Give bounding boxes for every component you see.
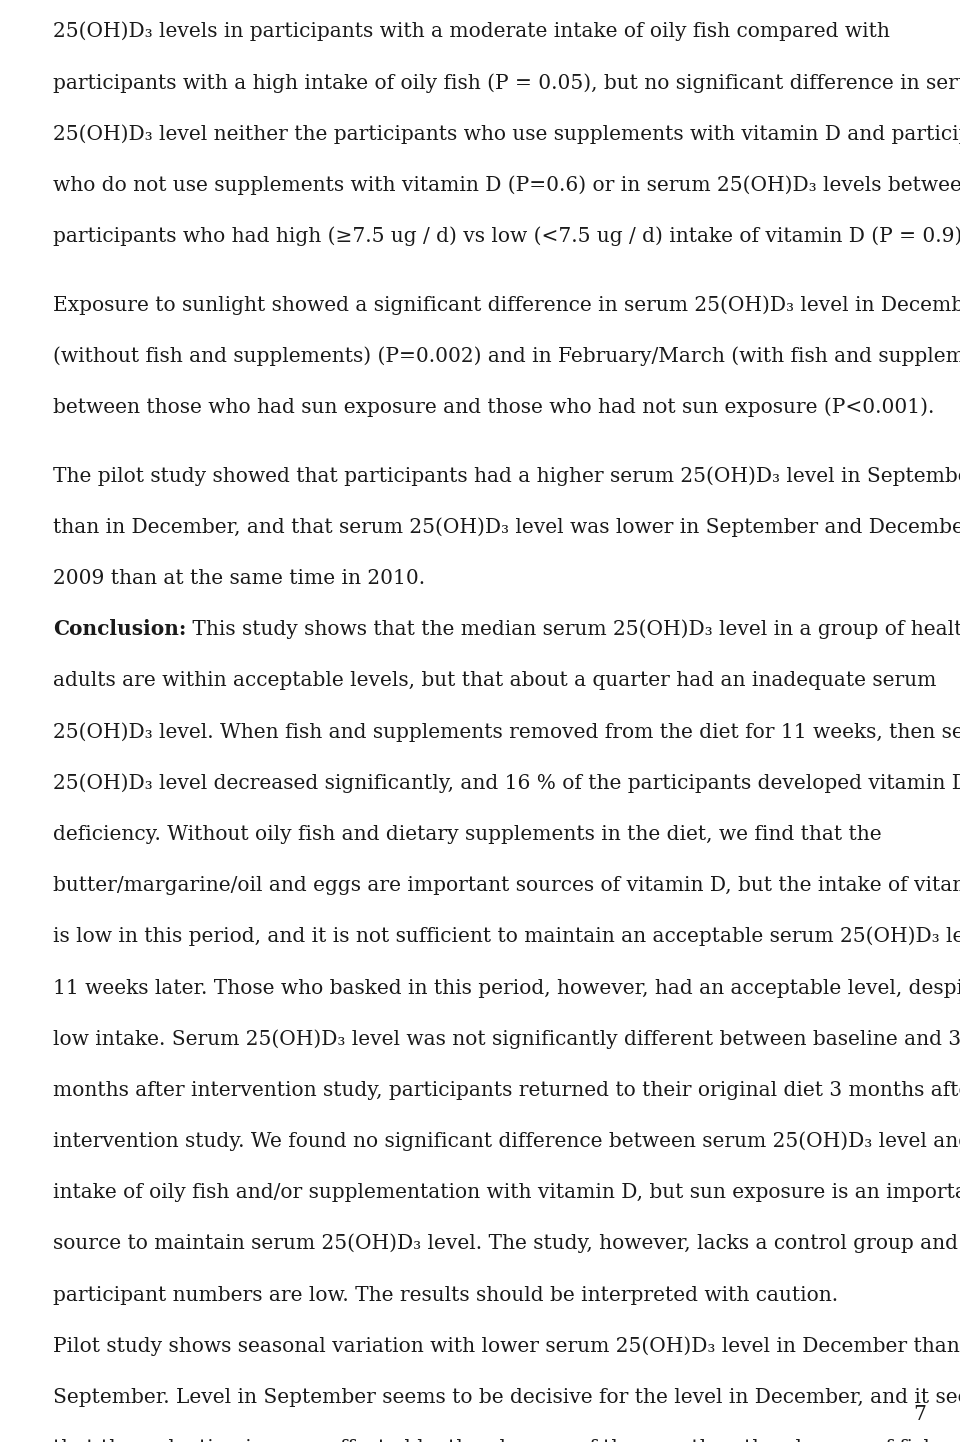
Text: participants with a high intake of oily fish (P = 0.05), but no significant diff: participants with a high intake of oily … (53, 74, 960, 92)
Text: between those who had sun exposure and those who had not sun exposure (P<0.001).: between those who had sun exposure and t… (53, 398, 934, 417)
Text: 25(OH)D₃ level neither the participants who use supplements with vitamin D and p: 25(OH)D₃ level neither the participants … (53, 124, 960, 144)
Text: intervention study. We found no significant difference between serum 25(OH)D₃ le: intervention study. We found no signific… (53, 1132, 960, 1151)
Text: that the reduction is more affected by the absence of the sun, than the absence : that the reduction is more affected by t… (53, 1439, 960, 1442)
Text: participant numbers are low. The results should be interpreted with caution.: participant numbers are low. The results… (53, 1286, 838, 1305)
Text: Exposure to sunlight showed a significant difference in serum 25(OH)D₃ level in : Exposure to sunlight showed a significan… (53, 296, 960, 314)
Text: 25(OH)D₃ level decreased significantly, and 16 % of the participants developed v: 25(OH)D₃ level decreased significantly, … (53, 773, 960, 793)
Text: 25(OH)D₃ levels in participants with a moderate intake of oily fish compared wit: 25(OH)D₃ levels in participants with a m… (53, 22, 890, 42)
Text: than in December, and that serum 25(OH)D₃ level was lower in September and Decem: than in December, and that serum 25(OH)D… (53, 518, 960, 536)
Text: months after intervention study, participants returned to their original diet 3 : months after intervention study, partici… (53, 1082, 960, 1100)
Text: who do not use supplements with vitamin D (P=0.6) or in serum 25(OH)D₃ levels be: who do not use supplements with vitamin … (53, 176, 960, 195)
Text: intake of oily fish and/or supplementation with vitamin D, but sun exposure is a: intake of oily fish and/or supplementati… (53, 1184, 960, 1203)
Text: adults are within acceptable levels, but that about a quarter had an inadequate : adults are within acceptable levels, but… (53, 672, 936, 691)
Text: 7: 7 (914, 1406, 926, 1425)
Text: 25(OH)D₃ level. When fish and supplements removed from the diet for 11 weeks, th: 25(OH)D₃ level. When fish and supplement… (53, 722, 960, 741)
Text: butter/margarine/oil and eggs are important sources of vitamin D, but the intake: butter/margarine/oil and eggs are import… (53, 877, 960, 895)
Text: Pilot study shows seasonal variation with lower serum 25(OH)D₃ level in December: Pilot study shows seasonal variation wit… (53, 1337, 960, 1355)
Text: deficiency. Without oily fish and dietary supplements in the diet, we find that : deficiency. Without oily fish and dietar… (53, 825, 881, 844)
Text: 2009 than at the same time in 2010.: 2009 than at the same time in 2010. (53, 570, 425, 588)
Text: September. Level in September seems to be decisive for the level in December, an: September. Level in September seems to b… (53, 1389, 960, 1407)
Text: 11 weeks later. Those who basked in this period, however, had an acceptable leve: 11 weeks later. Those who basked in this… (53, 979, 960, 998)
Text: The pilot study showed that participants had a higher serum 25(OH)D₃ level in Se: The pilot study showed that participants… (53, 466, 960, 486)
Text: This study shows that the median serum 25(OH)D₃ level in a group of healthy: This study shows that the median serum 2… (186, 620, 960, 639)
Text: source to maintain serum 25(OH)D₃ level. The study, however, lacks a control gro: source to maintain serum 25(OH)D₃ level.… (53, 1234, 958, 1253)
Text: participants who had high (≥7.5 ug / d) vs low (<7.5 ug / d) intake of vitamin D: participants who had high (≥7.5 ug / d) … (53, 226, 960, 247)
Text: is low in this period, and it is not sufficient to maintain an acceptable serum : is low in this period, and it is not suf… (53, 927, 960, 946)
Text: low intake. Serum 25(OH)D₃ level was not significantly different between baselin: low intake. Serum 25(OH)D₃ level was not… (53, 1030, 960, 1048)
Text: Conclusion:: Conclusion: (53, 619, 186, 639)
Text: (without fish and supplements) (P=0.002) and in February/March (with fish and su: (without fish and supplements) (P=0.002)… (53, 346, 960, 366)
